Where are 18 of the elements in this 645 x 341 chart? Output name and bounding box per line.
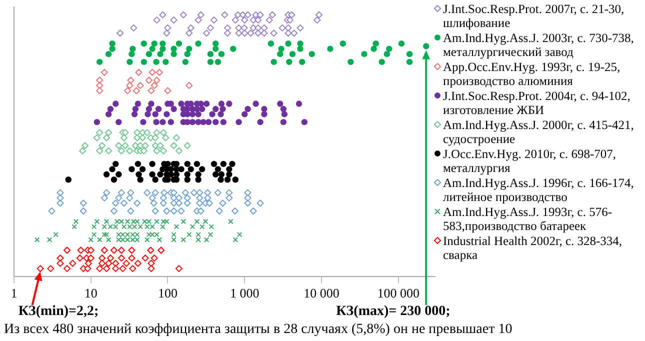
legend-label: Am.Ind.Hyg.Ass.J. 1996г, с. 166-174, литейное производство bbox=[443, 176, 635, 204]
legend-label: Am.Ind.Hyg.Ass.J. 2000г, с. 415-421, судостроение bbox=[443, 118, 635, 146]
text: КЗ(max)= 230 000; bbox=[336, 304, 450, 320]
legend-label: J.Int.Soc.Resp.Prot. 2004г, с. 94-102, изготовление ЖБИ bbox=[443, 89, 632, 117]
x-tick-label: 10 bbox=[84, 286, 98, 301]
x-tick-label: 10 000 bbox=[304, 286, 340, 301]
legend-label: Am.Ind.Hyg.Ass.J. 2003г, с. 730-738, металлургический завод bbox=[443, 31, 635, 59]
annotation: КЗ(min)=2,2; bbox=[18, 304, 99, 320]
legend-label: J.Int.Soc.Resp.Prot. 2007г, с. 21-30, шлифование bbox=[443, 2, 626, 30]
legend-label: Industrial Health 2002г, с. 328-334, сварка bbox=[443, 234, 624, 262]
x-tick-label: 100 000 bbox=[377, 286, 420, 301]
x-tick-label: 100 bbox=[158, 286, 178, 301]
legend-label: App.Occ.Env.Hyg. 1993г, с. 19-25, производство алюминия bbox=[443, 60, 622, 88]
x-tick-label: 1 bbox=[10, 286, 18, 301]
x-tick-label: 1 000 bbox=[230, 286, 260, 301]
text: Из всех 480 значений коэффициента защиты в 28 случаях (5,8%) он не превышает 10 bbox=[4, 322, 512, 338]
legend-label: Am.Ind.Hyg.Ass.J. 1993г, с. 576-583,производство батареек bbox=[443, 205, 613, 233]
legend-label: J.Occ.Env.Hyg. 2010г, с. 698-707, металлургия bbox=[443, 147, 618, 175]
